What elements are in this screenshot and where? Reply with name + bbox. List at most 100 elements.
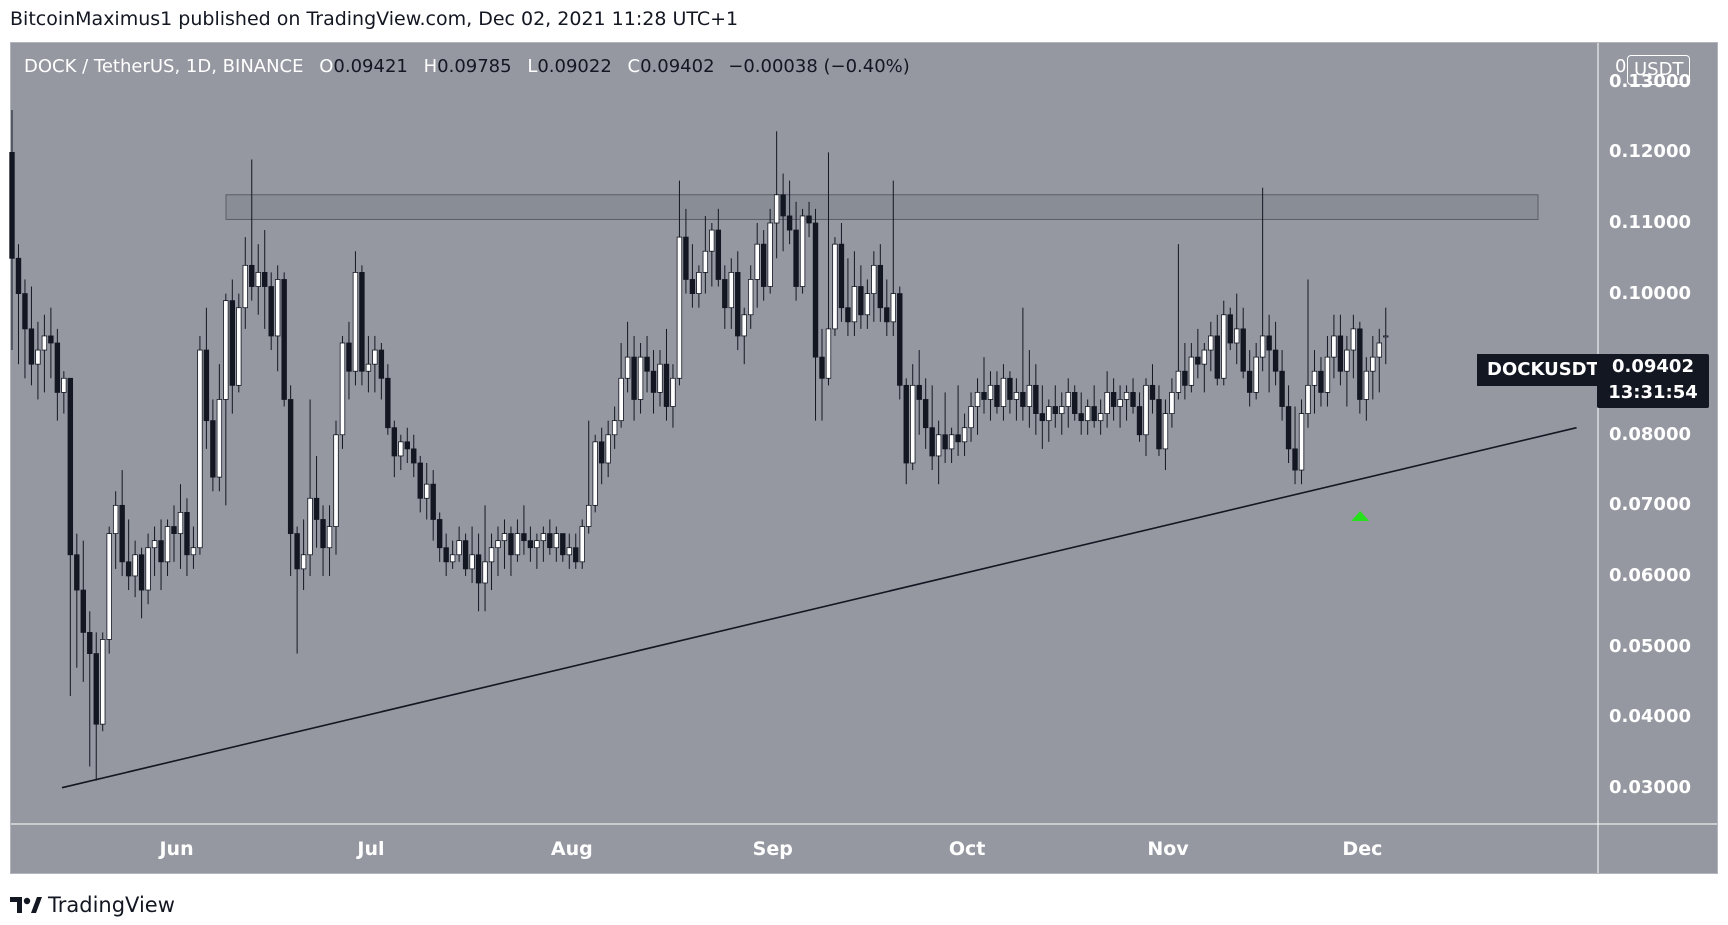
candle-body — [93, 653, 99, 725]
candle — [15, 244, 22, 365]
candle-body — [929, 427, 935, 457]
candle-body — [644, 356, 650, 372]
candle-body — [722, 279, 728, 309]
candle — [501, 519, 508, 569]
candle-body — [281, 279, 287, 400]
candle — [735, 251, 741, 351]
candle — [307, 399, 313, 576]
candle — [858, 265, 864, 329]
candle — [663, 328, 670, 421]
candle — [1350, 314, 1357, 379]
candle-body — [67, 377, 74, 556]
price-tick-label: 0.07000 — [1609, 494, 1691, 516]
candle-body — [1091, 406, 1097, 422]
resistance-zone[interactable] — [225, 194, 1539, 220]
candle — [1110, 378, 1117, 421]
candle — [1143, 378, 1149, 456]
candle-body — [352, 272, 359, 372]
candle — [877, 244, 884, 322]
candle-body — [1123, 392, 1130, 400]
candle — [1123, 385, 1130, 421]
candle — [1234, 293, 1240, 365]
candle — [910, 364, 916, 471]
candle — [1033, 364, 1039, 435]
candle — [385, 364, 391, 435]
candle — [1201, 343, 1208, 393]
candle — [825, 152, 832, 386]
currency-unit-button[interactable]: USDT — [1627, 55, 1691, 85]
candle — [1072, 385, 1078, 421]
candle — [851, 251, 858, 336]
candle-body — [80, 589, 86, 633]
close-label: C — [627, 56, 641, 77]
candle-body — [767, 222, 773, 287]
candle — [294, 526, 300, 654]
candle — [974, 378, 981, 435]
candle-body — [125, 561, 132, 577]
candle — [1195, 328, 1201, 379]
candle — [631, 335, 637, 421]
candle — [1084, 399, 1091, 435]
candle-body — [378, 349, 385, 379]
candle-body — [249, 264, 255, 287]
candle — [1020, 307, 1026, 421]
candle — [1052, 385, 1058, 428]
candle — [702, 215, 709, 294]
candle — [61, 371, 67, 414]
candle — [106, 526, 112, 654]
candle — [767, 208, 773, 294]
candle — [884, 279, 890, 336]
chart-frame[interactable] — [10, 42, 1718, 874]
candle — [456, 526, 462, 562]
candle-body — [553, 533, 560, 549]
candle — [683, 208, 689, 294]
candle — [300, 519, 307, 591]
price-tick-label: 0.03000 — [1609, 776, 1691, 798]
candle — [871, 251, 877, 322]
open-value: 0.09421 — [333, 56, 408, 77]
candle — [74, 533, 80, 668]
candle-body — [573, 547, 579, 563]
tradingview-logo[interactable]: TradingView — [10, 893, 175, 917]
candle — [313, 455, 320, 548]
candle — [942, 392, 948, 463]
candle-body — [838, 243, 845, 309]
candle — [112, 491, 119, 569]
candle-body — [255, 272, 261, 287]
candle-body — [262, 272, 268, 287]
candle — [1175, 244, 1182, 400]
candle-body — [1143, 384, 1149, 436]
candle-body — [560, 533, 566, 556]
candle-body — [158, 540, 164, 563]
candle — [229, 279, 236, 414]
candle-body — [391, 427, 398, 457]
candle — [709, 223, 715, 287]
candle — [320, 505, 326, 576]
ascending-support-line[interactable] — [61, 426, 1577, 789]
candle — [722, 265, 728, 329]
candle — [981, 357, 987, 414]
candle-body — [216, 399, 223, 478]
candle — [151, 526, 158, 576]
candle-body — [1007, 377, 1013, 400]
candle — [760, 230, 767, 301]
candle — [436, 512, 443, 562]
candle-body — [48, 335, 54, 344]
candle-body — [346, 342, 352, 372]
candle — [657, 350, 663, 407]
candle — [1357, 321, 1363, 414]
candle — [223, 293, 229, 506]
candle-body — [268, 286, 274, 337]
candle — [676, 180, 683, 386]
low-value: 0.09022 — [537, 56, 612, 77]
candle-body — [112, 504, 119, 534]
candle — [1046, 399, 1052, 442]
candle-body — [1331, 335, 1337, 358]
candle — [1331, 314, 1337, 379]
candle — [203, 307, 210, 449]
candle — [1097, 399, 1104, 435]
publisher-byline: BitcoinMaximus1 published on TradingView… — [10, 8, 739, 30]
candle — [398, 434, 404, 471]
candle — [132, 540, 138, 598]
